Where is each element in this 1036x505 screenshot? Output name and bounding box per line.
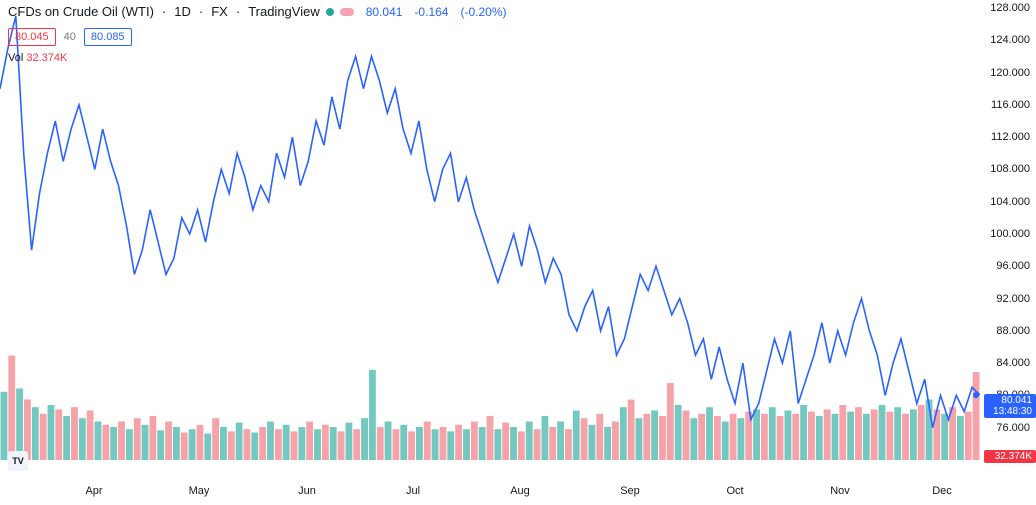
y-tick-label: 108.000 bbox=[990, 163, 1030, 175]
y-tick-label: 84.000 bbox=[996, 357, 1030, 369]
header-price: 80.041 bbox=[366, 5, 403, 19]
x-tick-label: Nov bbox=[830, 485, 850, 497]
status-pill-pink bbox=[340, 8, 354, 16]
volume-label-text: Vol bbox=[8, 52, 23, 64]
chart-exchange[interactable]: FX bbox=[211, 4, 228, 19]
x-tick-label: Oct bbox=[726, 485, 743, 497]
y-tick-label: 96.000 bbox=[996, 260, 1030, 272]
header-change-pct: (-0.20%) bbox=[460, 5, 506, 19]
x-tick-label: Jul bbox=[406, 485, 420, 497]
volume-label: Vol 32.374K bbox=[8, 52, 67, 64]
badge-spread: 40 bbox=[62, 29, 78, 45]
y-tick-label: 76.000 bbox=[996, 422, 1030, 434]
badge-bid[interactable]: 80.045 bbox=[8, 28, 56, 46]
separator-dot: · bbox=[199, 4, 203, 19]
y-tick-label: 124.000 bbox=[990, 34, 1030, 46]
x-tick-label: Sep bbox=[620, 485, 640, 497]
header-change: -0.164 bbox=[414, 5, 448, 19]
separator-dot: · bbox=[236, 4, 240, 19]
y-tick-label: 104.000 bbox=[990, 196, 1030, 208]
separator-dot: · bbox=[162, 4, 166, 19]
y-tick-label: 116.000 bbox=[991, 99, 1030, 111]
status-dot-green bbox=[326, 8, 334, 16]
y-tick-label: 88.000 bbox=[996, 325, 1030, 337]
y-tick-label: 92.000 bbox=[996, 293, 1030, 305]
y-axis[interactable]: 128.000 124.000 120.000 116.000 112.000 108.0… bbox=[980, 0, 1036, 477]
current-price-marker: 80.04113:48:30 bbox=[984, 394, 1036, 418]
tradingview-logo-icon[interactable]: TV bbox=[8, 451, 28, 471]
x-tick-label: Aug bbox=[510, 485, 530, 497]
y-tick-label: 100.000 bbox=[990, 228, 1030, 240]
chart-header: CFDs on Crude Oil (WTI) · 1D · FX · Trad… bbox=[8, 4, 506, 19]
chart-interval[interactable]: 1D bbox=[174, 4, 191, 19]
x-tick-label: Jun bbox=[298, 485, 316, 497]
price-badges: 80.045 40 80.085 bbox=[8, 28, 132, 46]
chart-svg bbox=[0, 0, 980, 477]
x-tick-label: May bbox=[189, 485, 210, 497]
volume-value: 32.374K bbox=[26, 52, 67, 64]
chart-title[interactable]: CFDs on Crude Oil (WTI) bbox=[8, 4, 154, 19]
chart-plot-area[interactable] bbox=[0, 0, 980, 477]
x-axis[interactable]: Apr May Jun Jul Aug Sep Oct Nov Dec bbox=[0, 477, 980, 505]
y-tick-label: 120.000 bbox=[990, 67, 1030, 79]
brand-label: TradingView bbox=[248, 4, 320, 19]
x-tick-label: Apr bbox=[85, 485, 102, 497]
volume-marker: 32.374K bbox=[984, 450, 1036, 463]
y-tick-label: 112.000 bbox=[991, 131, 1030, 143]
badge-ask[interactable]: 80.085 bbox=[84, 28, 132, 46]
y-tick-label: 128.000 bbox=[990, 2, 1030, 14]
x-tick-label: Dec bbox=[932, 485, 952, 497]
